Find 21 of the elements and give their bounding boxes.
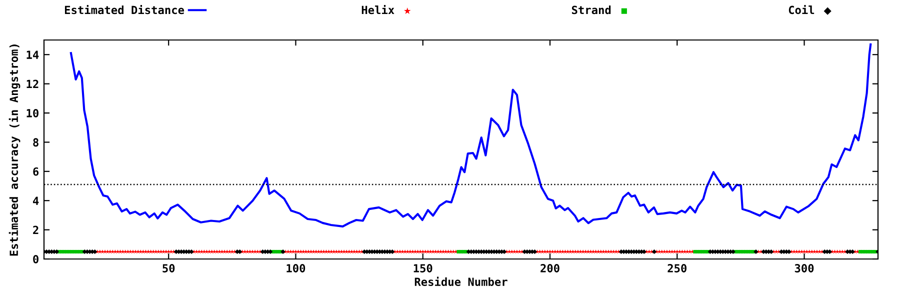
y-tick-label: 6 <box>33 167 39 176</box>
line-series <box>70 43 872 228</box>
y-tick-label: 2 <box>33 226 38 234</box>
y-tick-label: 4 <box>33 196 39 205</box>
x-tick-label: 200 <box>540 264 560 272</box>
y-axis-title: Estimated accuracy (in Angstrom) <box>8 44 20 256</box>
y-tick-label: 12 <box>26 80 38 88</box>
legend-label: Estimated Distance <box>64 4 184 14</box>
legend-label: Helix <box>362 4 394 14</box>
y-tick-label: 10 <box>26 108 38 118</box>
x-tick-label: 100 <box>286 264 306 272</box>
legend-label: Strand <box>572 6 611 14</box>
x-tick-label: 250 <box>668 264 686 272</box>
legend-label: Coil <box>788 4 814 14</box>
x-tick-label: 50 <box>162 264 175 272</box>
y-tick-label: 14 <box>26 50 39 59</box>
x-axis-title: Residue Number <box>414 276 508 286</box>
y-tick-label: 8 <box>33 138 38 147</box>
x-tick-label: 150 <box>414 264 432 272</box>
y-tick-label: 0 <box>33 254 38 264</box>
x-tick-label: 300 <box>794 264 814 272</box>
